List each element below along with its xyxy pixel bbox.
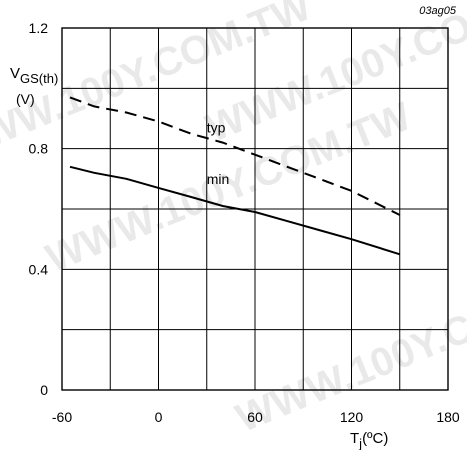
y-axis-label-main: V [10, 65, 20, 82]
x-axis-unit: (ºC) [362, 430, 388, 447]
series-line-typ [69, 96, 401, 216]
y-tick-label: 1.2 [29, 20, 49, 36]
grid [62, 28, 448, 390]
x-tick-labels: -60 0 60 120 180 [52, 409, 460, 425]
series-labels: typ min [207, 120, 230, 187]
y-axis-unit: (V) [16, 91, 35, 107]
x-tick-label: 120 [340, 409, 364, 425]
x-tick-label: 180 [436, 409, 460, 425]
x-axis-label-main: T [350, 430, 359, 447]
y-axis-label: VGS(th) [10, 65, 58, 86]
y-tick-labels: 0 0.4 0.8 1.2 [29, 20, 49, 398]
x-tick-label: 0 [155, 409, 163, 425]
x-axis-label: Tj(ºC) [350, 430, 388, 450]
series-layer [69, 96, 401, 256]
y-tick-label: 0.8 [29, 141, 49, 157]
x-axis-label-sub: j [358, 436, 362, 450]
figure-id: 03ag05 [419, 5, 457, 17]
x-tick-label: -60 [52, 409, 72, 425]
y-tick-label: 0.4 [29, 261, 49, 277]
series-line-min [69, 165, 401, 256]
x-tick-label: 60 [247, 409, 263, 425]
plot-border [61, 27, 449, 391]
y-tick-label: 0 [40, 382, 48, 398]
series-label: typ [207, 120, 226, 136]
series-label: min [207, 171, 230, 187]
plot-frame [61, 27, 449, 391]
y-axis-label-sub: GS(th) [20, 71, 58, 86]
